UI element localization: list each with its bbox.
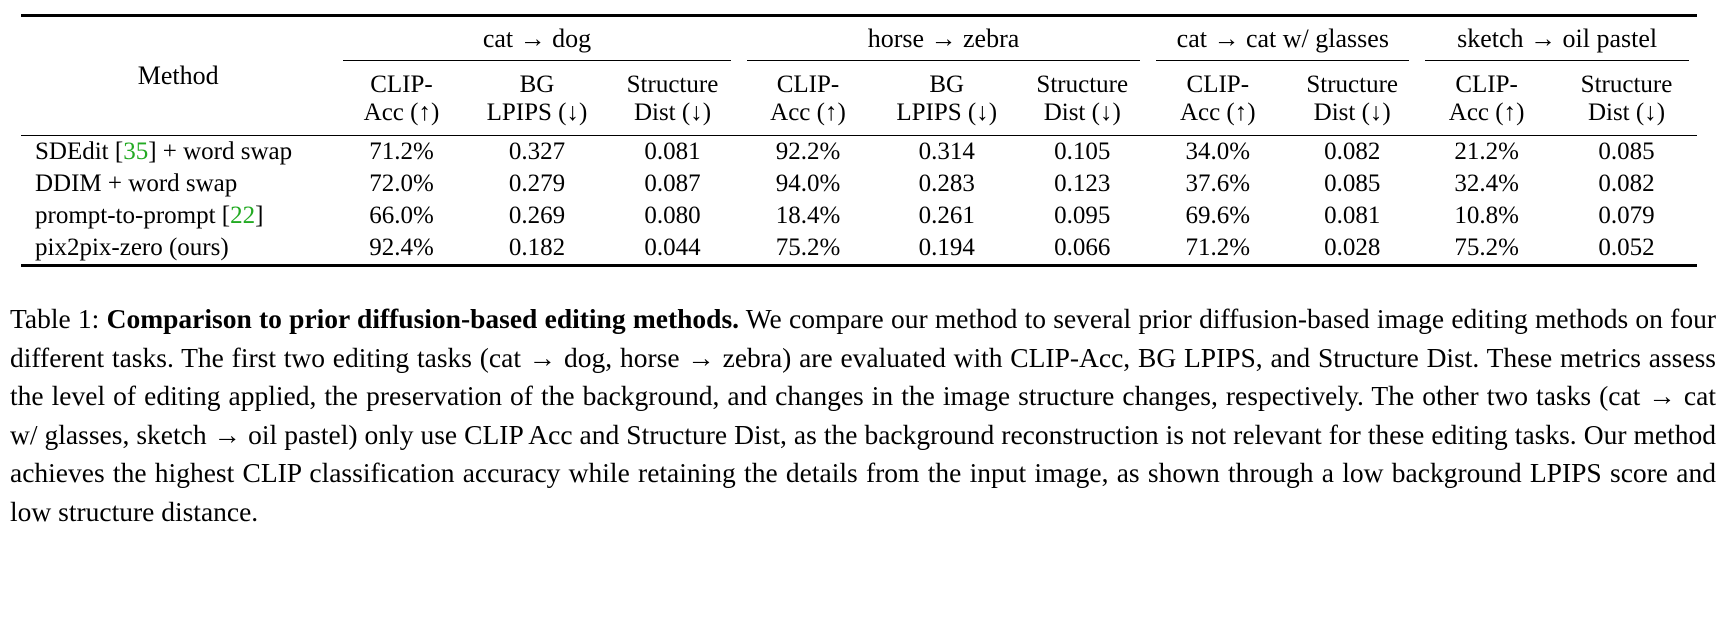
value-cell-best: 75.2% xyxy=(1454,234,1519,261)
value-cell: 18.4% xyxy=(775,202,841,229)
value-cell: 0.123 xyxy=(1054,170,1111,197)
metric-clip-acc: CLIP- Acc (↑) xyxy=(1179,71,1256,126)
comparison-table: Method cat → dog horse → zebra cat → cat… xyxy=(21,14,1697,267)
method-name: prompt-to-prompt [22] xyxy=(35,202,264,229)
citation-link[interactable]: 22 xyxy=(230,202,256,229)
value-cell: 0.314 xyxy=(918,138,975,165)
value-cell: 32.4% xyxy=(1454,170,1519,197)
method-header: Method xyxy=(137,61,219,90)
results-table-container: Method cat → dog horse → zebra cat → cat… xyxy=(21,14,1697,267)
caption-title: Comparison to prior diffusion-based edit… xyxy=(106,303,740,334)
metric-structure-dist: Structure Dist (↓) xyxy=(626,71,719,126)
value-cell: 0.105 xyxy=(1054,138,1111,165)
value-cell: 0.327 xyxy=(508,138,566,165)
metric-bg-lpips: BG LPIPS (↓) xyxy=(896,71,998,126)
value-cell: 0.085 xyxy=(1324,170,1381,197)
value-cell-best: 0.044 xyxy=(644,234,701,261)
citation-link[interactable]: 35 xyxy=(123,138,149,165)
table-row: DDIM + word swap 72.0% 0.279 0.087 94.0%… xyxy=(21,168,1697,200)
value-cell: 0.080 xyxy=(644,202,701,229)
value-cell: 0.261 xyxy=(918,202,975,229)
value-cell-best: 71.2% xyxy=(1185,234,1251,261)
metric-structure-dist: Structure Dist (↓) xyxy=(1306,71,1398,126)
value-cell: 66.0% xyxy=(369,202,434,229)
value-cell: 0.269 xyxy=(508,202,566,229)
value-cell-best: 0.194 xyxy=(918,234,975,261)
group-header-cat-glasses: cat → cat w/ glasses xyxy=(1148,16,1417,64)
value-cell-best: 94.0% xyxy=(775,170,841,197)
method-name: DDIM + word swap xyxy=(35,170,238,197)
value-cell: 69.6% xyxy=(1185,202,1251,229)
method-name: pix2pix-zero (ours) xyxy=(35,234,229,261)
table-caption: Table 1: Comparison to prior diffusion-b… xyxy=(10,300,1716,531)
group-header-sketch-oil: sketch → oil pastel xyxy=(1417,16,1697,64)
value-cell: 71.2% xyxy=(369,138,434,165)
value-cell: 0.082 xyxy=(1598,170,1655,197)
value-cell: 0.279 xyxy=(508,170,566,197)
value-cell: 37.6% xyxy=(1185,170,1251,197)
value-cell: 0.081 xyxy=(644,138,701,165)
value-cell-best: 92.4% xyxy=(369,234,434,261)
caption-body: We compare our method to several prior d… xyxy=(10,303,1716,527)
metric-bg-lpips: BG LPIPS (↓) xyxy=(486,71,588,126)
value-cell-best: 0.052 xyxy=(1598,234,1655,261)
value-cell: 75.2% xyxy=(775,234,841,261)
value-cell: 21.2% xyxy=(1454,138,1519,165)
group-header-horse-zebra: horse → zebra xyxy=(739,16,1149,64)
value-cell: 0.087 xyxy=(644,170,701,197)
table-row: pix2pix-zero (ours) 92.4% 0.182 0.044 75… xyxy=(21,232,1697,266)
table-row: prompt-to-prompt [22] 66.0% 0.269 0.080 … xyxy=(21,200,1697,232)
value-cell: 72.0% xyxy=(369,170,434,197)
value-cell: 0.081 xyxy=(1324,202,1381,229)
value-cell: 34.0% xyxy=(1185,138,1251,165)
value-cell-best: 0.028 xyxy=(1324,234,1381,261)
value-cell-best: 0.066 xyxy=(1054,234,1111,261)
value-cell: 0.095 xyxy=(1054,202,1111,229)
value-cell: 92.2% xyxy=(775,138,841,165)
value-cell-best: 0.182 xyxy=(508,234,566,261)
metric-clip-acc: CLIP- Acc (↑) xyxy=(770,71,846,126)
metric-clip-acc: CLIP- Acc (↑) xyxy=(363,71,440,126)
method-name: SDEdit [35] + word swap xyxy=(35,138,293,165)
metric-clip-acc: CLIP- Acc (↑) xyxy=(1448,71,1525,126)
metric-structure-dist: Structure Dist (↓) xyxy=(1580,71,1673,126)
metric-structure-dist: Structure Dist (↓) xyxy=(1036,71,1129,126)
group-header-row: Method cat → dog horse → zebra cat → cat… xyxy=(21,16,1697,90)
value-cell: 0.079 xyxy=(1598,202,1655,229)
value-cell: 0.082 xyxy=(1324,138,1381,165)
group-header-cat-dog: cat → dog xyxy=(335,16,738,64)
table-row: SDEdit [35] + word swap 71.2% 0.327 0.08… xyxy=(21,136,1697,169)
value-cell: 0.085 xyxy=(1598,138,1655,165)
value-cell: 0.283 xyxy=(918,170,975,197)
caption-label: Table 1: xyxy=(10,303,107,334)
metric-header-row: CLIP- Acc (↑) BG LPIPS (↓) Structure Dist (… xyxy=(21,63,1697,136)
value-cell: 10.8% xyxy=(1454,202,1519,229)
